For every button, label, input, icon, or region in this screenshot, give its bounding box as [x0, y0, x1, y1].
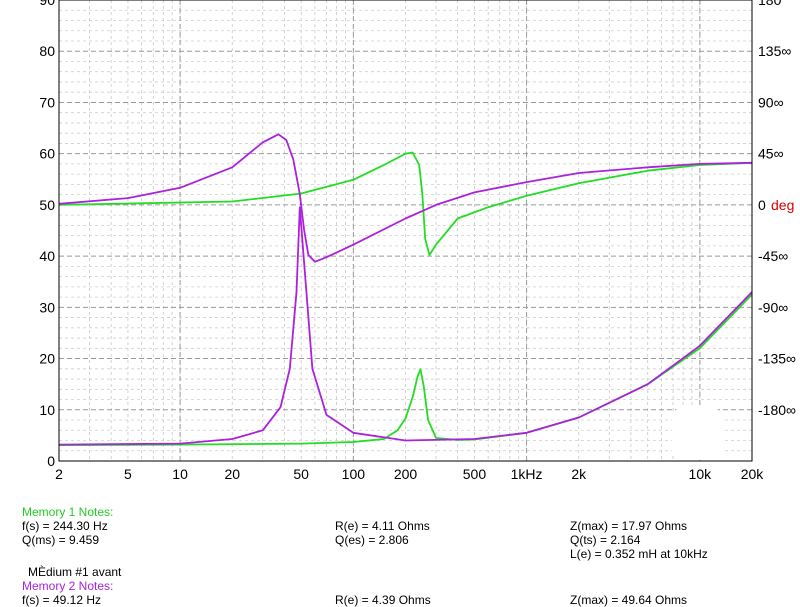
y-tick-label: 60 — [39, 146, 55, 162]
y2-tick-label: -180∞ — [758, 402, 796, 418]
y2-tick-label: 90∞ — [758, 94, 784, 110]
y-tick-label: 10 — [39, 402, 55, 418]
y-tick-label: 20 — [39, 351, 55, 367]
series-2-phase-line — [58, 151, 753, 256]
memory1-notes-header: Memory 1 Notes: — [22, 505, 114, 519]
memory1-le: L(e) = 0.352 mH at 10kHz — [570, 547, 708, 561]
y-tick-label: 90 — [39, 0, 55, 8]
memory1-qts: Q(ts) = 2.164 — [570, 533, 641, 547]
memory1-fs: f(s) = 244.30 Hz — [22, 519, 108, 533]
y2-unit-label: deg — [771, 197, 794, 213]
y2-tick-label: 180 — [758, 0, 782, 8]
y2-tick-label: 135∞ — [758, 43, 791, 59]
x-tick-label: 5 — [124, 466, 132, 482]
major-grid — [59, 0, 752, 462]
memory2-zmax: Z(max) = 49.64 Ohms — [570, 593, 688, 607]
memory2-re: R(e) = 4.39 Ohms — [335, 593, 431, 607]
memory2-fs: f(s) = 49.12 Hz — [22, 593, 102, 607]
y-tick-label: 0 — [47, 453, 55, 469]
x-tick-label: 20k — [741, 466, 765, 482]
series-layer — [58, 133, 753, 446]
x-tick-label: 200 — [394, 466, 418, 482]
y2-tick-label: -90∞ — [758, 299, 788, 315]
y2-tick-label: -45∞ — [758, 248, 788, 264]
y-tick-label: 70 — [39, 94, 55, 110]
notes-panel: Memory 1 Notes: f(s) = 244.30 Hz Q(ms) =… — [0, 505, 800, 607]
y2-tick-label: 45∞ — [758, 146, 784, 162]
x-tick-label: 50 — [293, 466, 309, 482]
y-tick-label: 40 — [39, 248, 55, 264]
y-tick-label: 50 — [39, 197, 55, 213]
x-tick-label: 100 — [342, 466, 366, 482]
y-tick-label: 80 — [39, 43, 55, 59]
y2-tick-label: 0 — [758, 197, 766, 213]
memory1-qms: Q(ms) = 9.459 — [22, 533, 100, 547]
series-4-phase-line — [58, 133, 753, 263]
memory2-notes-header: Memory 2 Notes: — [22, 579, 114, 593]
series-3-impedance-line — [58, 206, 753, 446]
x-tick-label: 500 — [463, 466, 487, 482]
y2-tick-label: -135∞ — [758, 351, 796, 367]
plot-frame — [58, 0, 753, 462]
tick-labels: 2 5 10 20 50 100 200 500 1kHz 2k 10k 20k01020304050… — [39, 0, 796, 482]
memory1-comment: MÈdium #1 avant — [28, 565, 122, 579]
memory1-re: R(e) = 4.11 Ohms — [335, 519, 430, 533]
x-tick-label: 2k — [571, 466, 587, 482]
y-tick-label: 30 — [39, 299, 55, 315]
x-tick-label: 1kHz — [511, 466, 543, 482]
impedance-phase-chart: 2 5 10 20 50 100 200 500 1kHz 2k 10k 20k01020304050… — [39, 0, 796, 482]
white-patch — [672, 408, 722, 460]
x-tick-label: 10k — [689, 466, 713, 482]
x-tick-label: 20 — [224, 466, 240, 482]
memory1-zmax: Z(max) = 17.97 Ohms — [570, 519, 688, 533]
x-tick-label: 10 — [172, 466, 188, 482]
x-tick-label: 2 — [55, 466, 63, 482]
memory1-qes: Q(es) = 2.806 — [335, 533, 409, 547]
